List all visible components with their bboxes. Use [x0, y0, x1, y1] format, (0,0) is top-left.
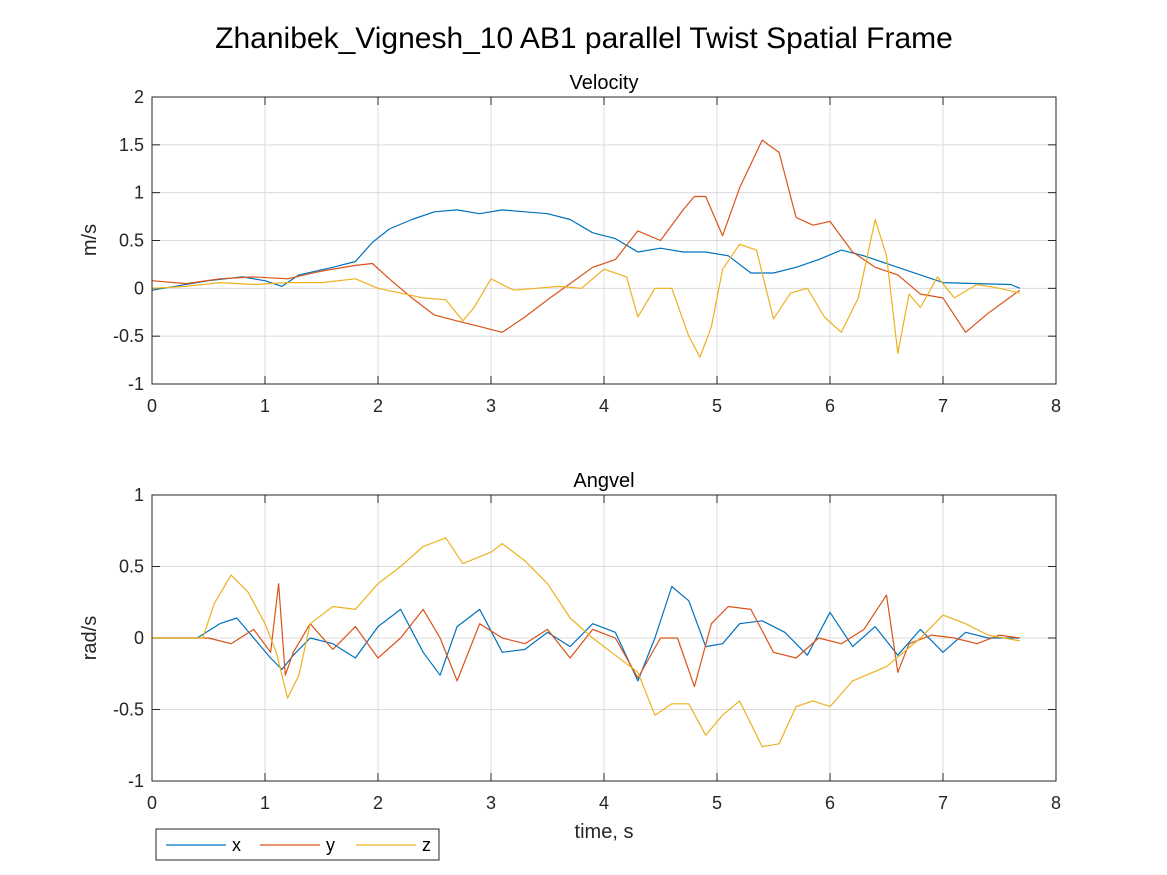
- angvel-y-tick-label: -1: [128, 771, 144, 791]
- velocity-y-tick-label: 1: [134, 183, 144, 203]
- legend-label-z: z: [422, 835, 431, 855]
- angvel-x-tick-label: 0: [147, 793, 157, 813]
- velocity-x-tick-label: 5: [712, 396, 722, 416]
- angvel-y-axis-label: rad/s: [79, 616, 101, 660]
- velocity-y-tick-label: 2: [134, 87, 144, 107]
- velocity-x-tick-label: 1: [260, 396, 270, 416]
- velocity-series-y: [152, 139, 1021, 333]
- figure-title: Zhanibek_Vignesh_10 AB1 parallel Twist S…: [215, 22, 953, 55]
- velocity-x-tick-label: 8: [1051, 396, 1061, 416]
- velocity-y-tick-label: 0: [134, 278, 144, 298]
- angvel-y-tick-label: -0.5: [113, 700, 144, 720]
- angvel-x-tick-label: 5: [712, 793, 722, 813]
- angvel-axes-box: [151, 494, 1057, 782]
- angvel-x-tick-label: 4: [599, 793, 609, 813]
- x-axis-label: time, s: [575, 821, 634, 843]
- angvel-x-tick-label: 8: [1051, 793, 1061, 813]
- velocity-x-tick-label: 4: [599, 396, 609, 416]
- angvel-series-y: [152, 583, 1020, 688]
- legend: x y z: [155, 828, 440, 861]
- angvel-panel: Angvel rad/s time, s 0 1 2 3 4 5 6 7 8 -1 -0.5 0 0.5…: [79, 470, 1061, 843]
- angvel-x-tick-label: 1: [260, 793, 270, 813]
- velocity-series-x: [152, 209, 1021, 291]
- angvel-series-z: [152, 537, 1020, 748]
- velocity-y-tick-label: 0.5: [119, 231, 144, 251]
- angvel-x-tick-label: 7: [938, 793, 948, 813]
- velocity-axes-box: [151, 96, 1057, 385]
- velocity-panel-title: Velocity: [570, 72, 639, 94]
- velocity-y-tick-label: -0.5: [113, 326, 144, 346]
- velocity-x-tick-label: 6: [825, 396, 835, 416]
- velocity-y-axis-label: m/s: [79, 224, 101, 256]
- velocity-x-tick-label: 3: [486, 396, 496, 416]
- velocity-y-tick-label: 1.5: [119, 135, 144, 155]
- angvel-x-tick-label: 2: [373, 793, 383, 813]
- velocity-panel: Velocity m/s 0 1 2 3 4 5 6 7 8 -1 -0.5 0 0.5 1 1.5 2: [79, 72, 1061, 416]
- velocity-x-tick-label: 7: [938, 396, 948, 416]
- angvel-y-tick-label: 0.5: [119, 557, 144, 577]
- angvel-y-tick-label: 1: [134, 485, 144, 505]
- velocity-y-tick-label: -1: [128, 374, 144, 394]
- angvel-x-tick-label: 3: [486, 793, 496, 813]
- velocity-x-tick-label: 2: [373, 396, 383, 416]
- angvel-x-tick-label: 6: [825, 793, 835, 813]
- angvel-panel-title: Angvel: [573, 470, 634, 492]
- angvel-y-tick-label: 0: [134, 628, 144, 648]
- legend-label-y: y: [326, 835, 335, 855]
- legend-label-x: x: [232, 835, 241, 855]
- velocity-series-z: [152, 218, 1020, 358]
- velocity-x-tick-label: 0: [147, 396, 157, 416]
